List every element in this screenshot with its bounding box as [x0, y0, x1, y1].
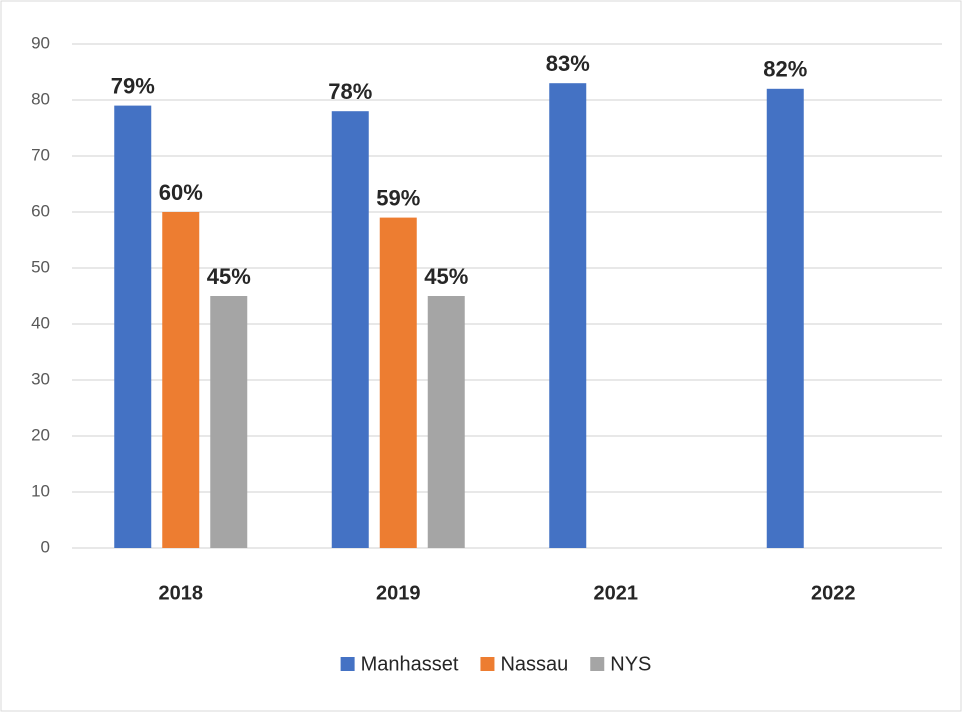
bar [114, 105, 152, 548]
bar [379, 217, 417, 548]
data-label: 78% [328, 79, 372, 104]
data-label: 82% [763, 57, 807, 82]
x-tick-label: 2019 [376, 582, 421, 604]
y-tick-label: 10 [31, 481, 50, 500]
data-label: 83% [546, 51, 590, 76]
y-tick-label: 60 [31, 201, 50, 220]
legend-swatch [340, 657, 355, 671]
bar [427, 296, 465, 548]
data-label: 45% [424, 264, 468, 289]
y-tick-label: 30 [31, 369, 50, 388]
legend-swatch [590, 657, 605, 671]
y-tick-label: 40 [31, 313, 50, 332]
y-tick-label: 90 [31, 33, 50, 52]
legend-swatch [480, 657, 495, 671]
legend-label: NYS [610, 653, 651, 675]
y-tick-label: 50 [31, 257, 50, 276]
bar [766, 88, 804, 549]
y-tick-label: 20 [31, 425, 50, 444]
y-tick-label: 0 [41, 537, 50, 556]
y-tick-label: 80 [31, 89, 50, 108]
y-tick-label: 70 [31, 145, 50, 164]
x-tick-label: 2018 [159, 582, 204, 604]
data-label: 79% [111, 73, 155, 98]
x-tick-label: 2022 [811, 582, 856, 604]
data-label: 59% [376, 185, 420, 210]
x-tick-label: 2021 [594, 582, 639, 604]
legend-label: Nassau [500, 653, 568, 675]
legend-label: Manhasset [361, 653, 459, 675]
bar [162, 212, 200, 548]
bar [210, 296, 248, 548]
bar [331, 111, 369, 548]
data-label: 60% [159, 180, 203, 205]
bar [549, 83, 587, 548]
data-label: 45% [207, 264, 251, 289]
